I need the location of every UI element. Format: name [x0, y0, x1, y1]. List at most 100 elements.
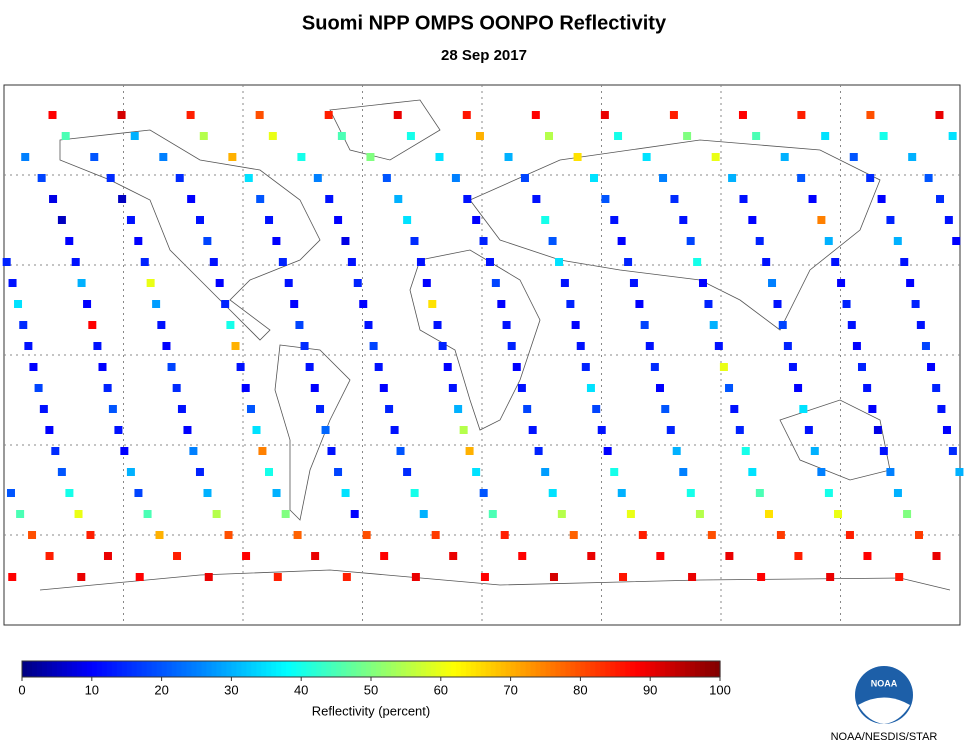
observation: [614, 132, 623, 140]
observation: [195, 216, 204, 224]
observation: [231, 342, 240, 350]
observation: [462, 111, 471, 119]
colorbar-cell: [31, 661, 38, 677]
observation: [590, 174, 599, 182]
colorbar-tick-label: 30: [224, 682, 238, 697]
observation: [472, 468, 481, 476]
colorbar-tick-label: 40: [294, 682, 308, 697]
observation: [955, 468, 964, 476]
observation: [532, 195, 541, 203]
observation: [626, 510, 635, 518]
observation: [924, 174, 933, 182]
colorbar-cell: [261, 661, 267, 677]
observation: [679, 216, 688, 224]
colorbar-cell: [151, 661, 158, 677]
observation: [362, 531, 371, 539]
observation: [410, 489, 419, 497]
observation: [327, 447, 336, 455]
colorbar-cell: [266, 661, 272, 677]
observation: [650, 363, 659, 371]
observation: [610, 216, 619, 224]
observation: [794, 384, 803, 392]
observation: [37, 174, 46, 182]
observation: [2, 258, 11, 266]
colorbar-cell: [540, 661, 547, 677]
colorbar-cell: [76, 661, 83, 677]
observation: [290, 300, 299, 308]
observation: [808, 195, 817, 203]
observation: [212, 510, 221, 518]
observation: [369, 342, 378, 350]
colorbar-cell: [385, 661, 392, 677]
observation: [893, 237, 902, 245]
observation: [272, 489, 281, 497]
observation: [735, 426, 744, 434]
observation: [517, 384, 526, 392]
observation: [48, 111, 57, 119]
colorbar-cell: [415, 661, 422, 677]
observation: [741, 447, 750, 455]
observation: [936, 195, 945, 203]
colorbar-cell: [405, 661, 412, 677]
colorbar-cell: [635, 661, 641, 677]
observation: [278, 258, 287, 266]
colorbar-cell: [685, 661, 691, 677]
observation: [863, 384, 872, 392]
observation: [698, 279, 707, 287]
colorbar-cell: [221, 661, 228, 677]
observation: [932, 384, 941, 392]
observation: [255, 111, 264, 119]
observation: [748, 468, 757, 476]
observation: [948, 447, 957, 455]
observation: [868, 405, 877, 413]
observation: [728, 174, 737, 182]
observation: [300, 342, 309, 350]
colorbar-cell: [660, 661, 666, 677]
observation: [134, 237, 143, 245]
colorbar-cell: [620, 661, 626, 677]
colorbar-cell: [271, 661, 277, 677]
observation: [8, 279, 17, 287]
observation: [177, 405, 186, 413]
observation: [199, 132, 208, 140]
colorbar-cell: [81, 661, 88, 677]
observation: [587, 552, 596, 560]
observation: [77, 279, 86, 287]
observation: [324, 111, 333, 119]
colorbar-cell: [36, 661, 43, 677]
observation: [273, 573, 282, 581]
observation: [8, 573, 17, 581]
observation: [817, 468, 826, 476]
colorbar-cell: [380, 661, 387, 677]
observation: [88, 321, 97, 329]
observation: [804, 426, 813, 434]
colorbar-cell: [710, 661, 716, 677]
colorbar-cell: [371, 661, 377, 677]
observation: [103, 384, 112, 392]
observation: [310, 384, 319, 392]
colorbar-cell: [615, 661, 621, 677]
observation: [108, 405, 117, 413]
observation: [438, 342, 447, 350]
colorbar-cell: [705, 661, 711, 677]
observation: [175, 174, 184, 182]
observation: [704, 300, 713, 308]
colorbar-cell: [535, 661, 542, 677]
observation: [497, 300, 506, 308]
observation: [451, 174, 460, 182]
observation: [463, 195, 472, 203]
observation: [670, 195, 679, 203]
colorbar-cell: [51, 661, 58, 677]
observation: [406, 132, 415, 140]
observation: [755, 237, 764, 245]
colorbar-cell: [191, 661, 198, 677]
observation: [573, 153, 582, 161]
colorbar-cell: [281, 661, 287, 677]
observation: [366, 153, 375, 161]
colorbar-cell: [46, 661, 53, 677]
observation: [246, 405, 255, 413]
observation: [797, 111, 806, 119]
observation: [669, 111, 678, 119]
observation: [152, 300, 161, 308]
observation: [6, 489, 15, 497]
